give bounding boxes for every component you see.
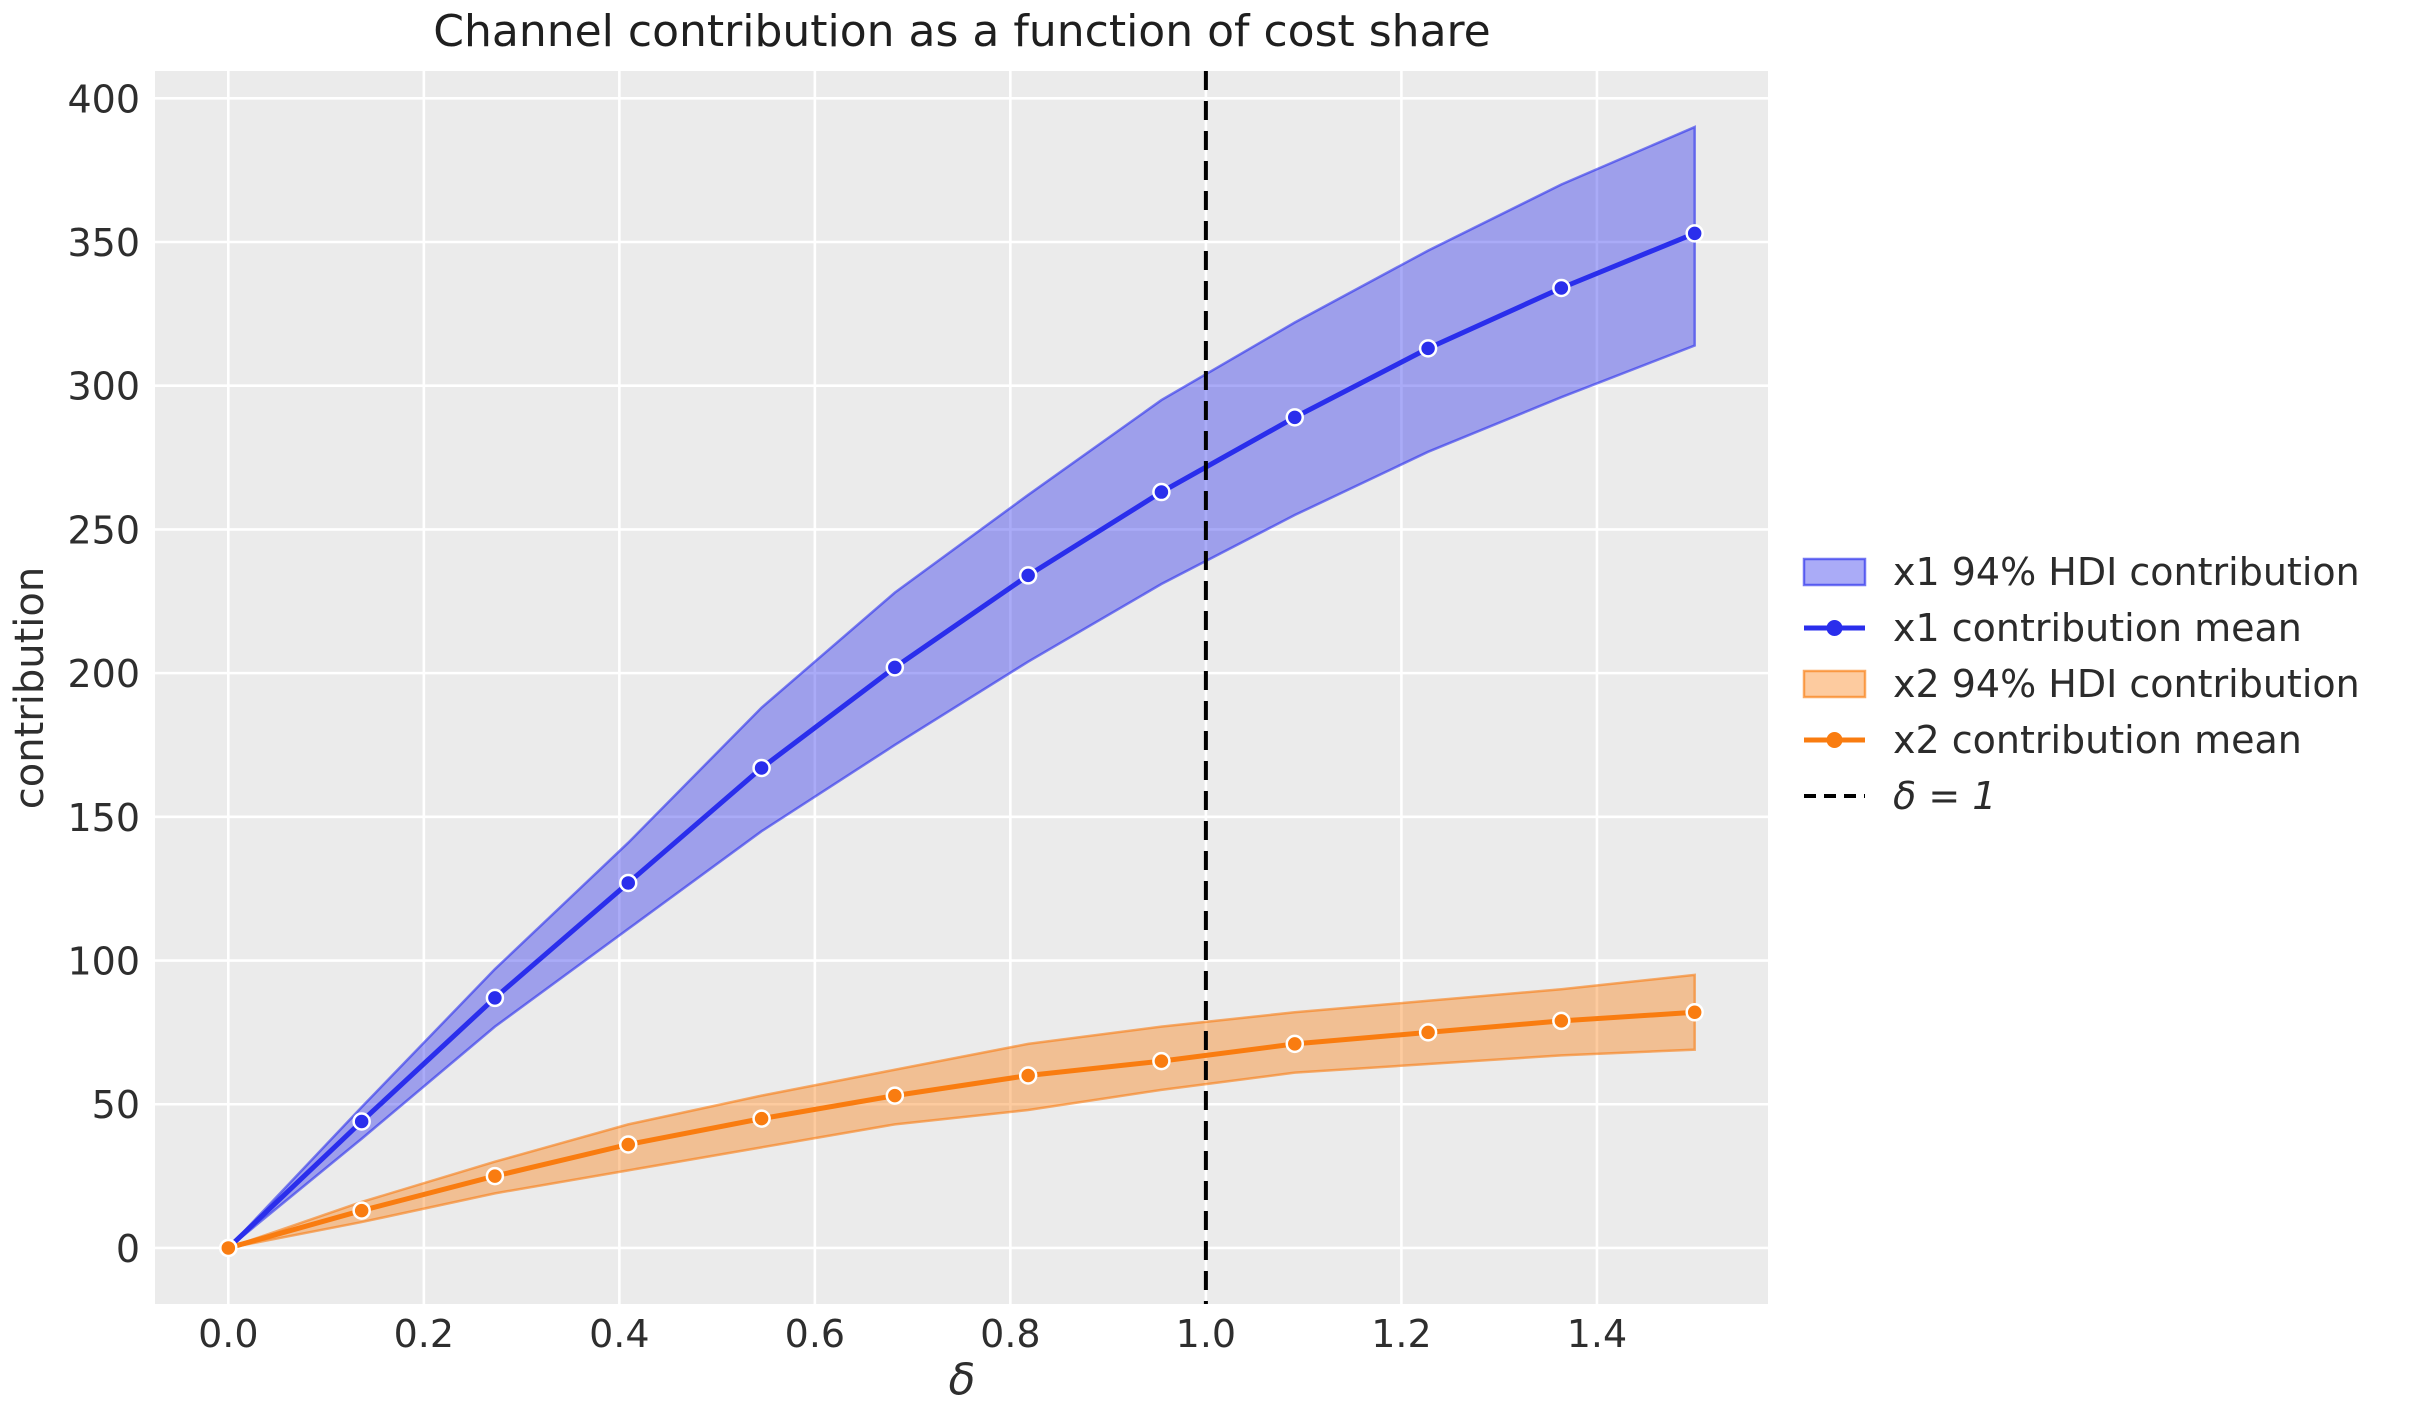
legend-label: x2 contribution mean xyxy=(1893,718,2302,762)
svg-text:50: 50 xyxy=(92,1083,140,1127)
legend-swatch-x2-mean xyxy=(1802,725,1867,755)
svg-text:0.8: 0.8 xyxy=(980,1312,1040,1356)
svg-text:0.0: 0.0 xyxy=(198,1312,258,1356)
legend-item-x1-hdi: x1 94% HDI contribution xyxy=(1802,544,2360,600)
svg-text:1.0: 1.0 xyxy=(1176,1312,1236,1356)
gridlines xyxy=(155,71,1768,1304)
legend-label: x2 94% HDI contribution xyxy=(1893,662,2360,706)
legend-item-x2-hdi: x2 94% HDI contribution xyxy=(1802,656,2360,712)
svg-text:400: 400 xyxy=(67,77,140,121)
chart-title: Channel contribution as a function of co… xyxy=(433,6,1491,57)
legend-item-x2-mean: x2 contribution mean xyxy=(1802,712,2360,768)
svg-text:300: 300 xyxy=(67,365,140,409)
svg-text:0: 0 xyxy=(116,1227,140,1271)
svg-text:200: 200 xyxy=(67,652,140,696)
svg-text:150: 150 xyxy=(67,796,140,840)
legend-swatch-delta-vline xyxy=(1802,781,1867,811)
legend-swatch-x1-mean xyxy=(1802,613,1867,643)
legend-item-x1-mean: x1 contribution mean xyxy=(1802,600,2360,656)
svg-text:0.6: 0.6 xyxy=(785,1312,845,1356)
x2-mean-markers xyxy=(219,1003,1704,1258)
legend: x1 94% HDI contribution x1 contribution … xyxy=(1802,544,2360,824)
x1-mean-line xyxy=(225,230,1698,1251)
svg-text:100: 100 xyxy=(67,940,140,984)
svg-text:1.2: 1.2 xyxy=(1371,1312,1431,1356)
svg-text:0.4: 0.4 xyxy=(589,1312,649,1356)
svg-text:1.4: 1.4 xyxy=(1567,1312,1627,1356)
legend-label: x1 94% HDI contribution xyxy=(1893,550,2360,594)
x2-mean-line xyxy=(225,1009,1698,1251)
legend-label: δ = 1 xyxy=(1893,774,1997,818)
x-axis-label: δ xyxy=(948,1354,976,1406)
y-axis-label: contribution xyxy=(7,566,53,810)
legend-swatch-x2-hdi xyxy=(1802,669,1867,699)
legend-swatch-x1-hdi xyxy=(1802,557,1867,587)
legend-label: x1 contribution mean xyxy=(1893,606,2302,650)
x-tick-labels: 0.0 0.2 0.4 0.6 0.8 1.0 1.2 1.4 xyxy=(198,1312,1627,1356)
legend-item-delta-vline: δ = 1 xyxy=(1802,768,2360,824)
svg-text:350: 350 xyxy=(67,221,140,265)
svg-text:0.2: 0.2 xyxy=(394,1312,454,1356)
svg-text:250: 250 xyxy=(67,508,140,552)
y-tick-labels: 0 50 100 150 200 250 300 350 400 xyxy=(67,77,140,1271)
